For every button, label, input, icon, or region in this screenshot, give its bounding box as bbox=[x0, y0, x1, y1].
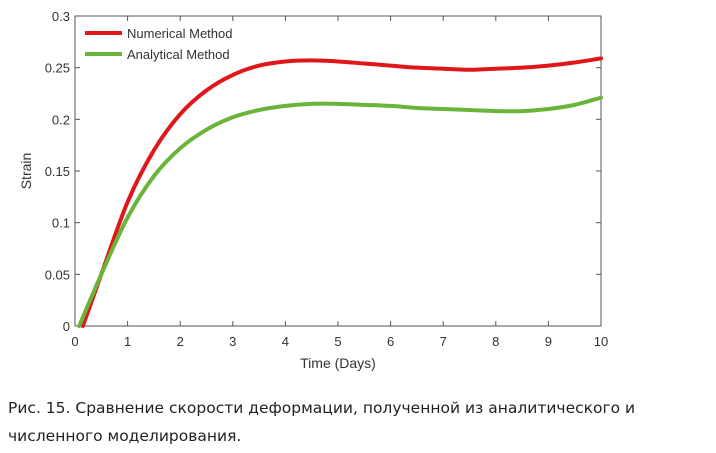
y-tick-label: 0.1 bbox=[52, 216, 70, 231]
y-tick-label: 0.05 bbox=[45, 267, 70, 282]
x-tick-label: 6 bbox=[387, 334, 394, 349]
x-tick-label: 5 bbox=[334, 334, 341, 349]
x-tick-label: 2 bbox=[177, 334, 184, 349]
x-tick-label: 10 bbox=[594, 334, 608, 349]
y-tick-label: 0.2 bbox=[52, 112, 70, 127]
x-tick-label: 0 bbox=[71, 334, 78, 349]
y-axis-label: Strain bbox=[18, 153, 34, 190]
x-tick-label: 7 bbox=[440, 334, 447, 349]
y-tick-label: 0 bbox=[63, 319, 70, 334]
series-line-analytical bbox=[77, 95, 603, 328]
legend-label-numerical: Numerical Method bbox=[127, 26, 233, 41]
x-tick-label: 9 bbox=[545, 334, 552, 349]
x-tick-label: 4 bbox=[282, 334, 289, 349]
series-line-numerical bbox=[80, 56, 603, 328]
x-tick-label: 3 bbox=[229, 334, 236, 349]
legend: Numerical Method Analytical Method bbox=[85, 26, 233, 62]
x-tick-label: 1 bbox=[124, 334, 131, 349]
x-tick-label: 8 bbox=[492, 334, 499, 349]
y-tick-label: 0.25 bbox=[45, 61, 70, 76]
y-tick-label: 0.3 bbox=[52, 9, 70, 24]
y-tick-label: 0.15 bbox=[45, 164, 70, 179]
figure-caption: Рис. 15. Сравнение скорости деформации, … bbox=[8, 399, 636, 445]
x-axis-label: Time (Days) bbox=[300, 355, 376, 371]
legend-label-analytical: Analytical Method bbox=[127, 47, 230, 62]
